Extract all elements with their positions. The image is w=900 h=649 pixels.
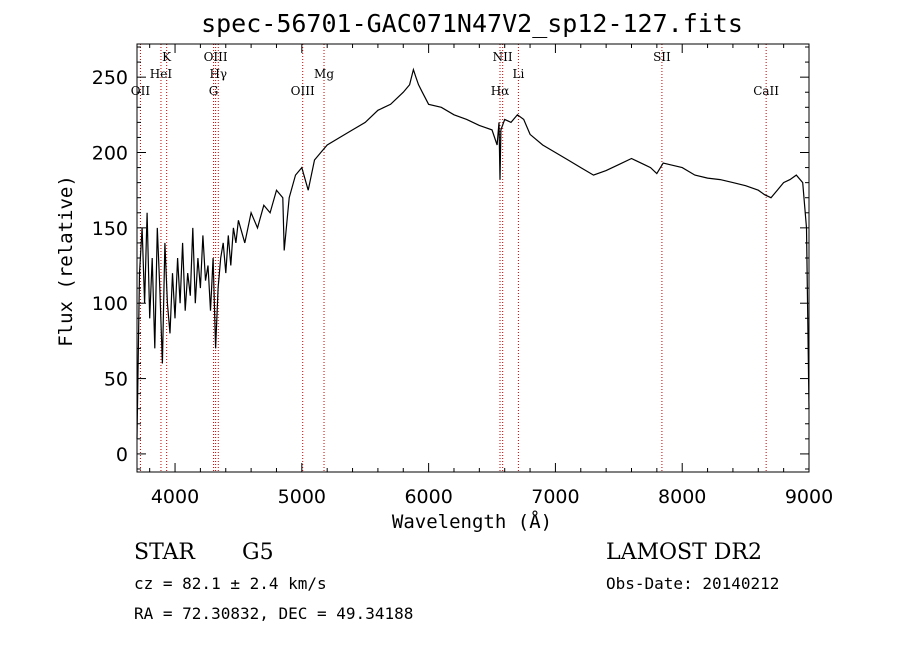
spectral-line-label: Li [512,67,524,81]
spectral-line-markers [139,44,767,472]
x-axis-label: Wavelength (Å) [392,510,552,533]
y-axis-ticks: 0 50 100 150 200 250 [92,46,809,470]
x-tick-label: 6000 [404,486,452,508]
spectral-line-label: HeI [150,67,173,81]
x-tick-label: 8000 [658,486,706,508]
coordinates: RA = 72.30832, DEC = 49.34188 [134,604,413,623]
subclass: G5 [242,540,274,565]
y-tick-label: 200 [92,143,128,165]
spectral-line-label: Mg [314,67,334,81]
y-tick-label: 100 [92,293,128,315]
x-tick-label: 4000 [151,486,199,508]
spectral-line-label: SII [653,50,671,64]
redshift-velocity: cz = 82.1 ± 2.4 km/s [134,574,327,593]
spectral-line-label: OII [131,84,151,98]
spectral-line-label: CaII [753,84,779,98]
plot-frame [136,43,810,473]
y-tick-label: 250 [92,67,128,89]
spectral-line-label: NII [493,50,513,64]
spectral-line-label: G [209,84,219,98]
spectral-line-label: Hα [491,84,510,98]
object-class: STAR [134,540,196,565]
spectral-line-label: Hγ [209,67,227,81]
observation-date: Obs-Date: 20140212 [606,574,779,593]
x-tick-label: 7000 [531,486,579,508]
chart-title: spec-56701-GAC071N47V2_sp12-127.fits [201,9,743,38]
spectral-line-label: OIII [291,84,315,98]
spectral-line-label: K [162,50,172,64]
y-tick-label: 0 [116,444,128,466]
survey-name: LAMOST DR2 [606,540,762,565]
x-axis-ticks: 4000 5000 6000 7000 8000 9000 [149,44,833,508]
x-tick-label: 5000 [278,486,326,508]
spectrum-line [136,67,810,439]
x-tick-label: 9000 [785,486,833,508]
y-tick-label: 50 [104,369,128,391]
y-tick-label: 150 [92,218,128,240]
y-axis-label: Flux (relative) [55,175,77,347]
spectral-line-label: OIII [204,50,228,64]
